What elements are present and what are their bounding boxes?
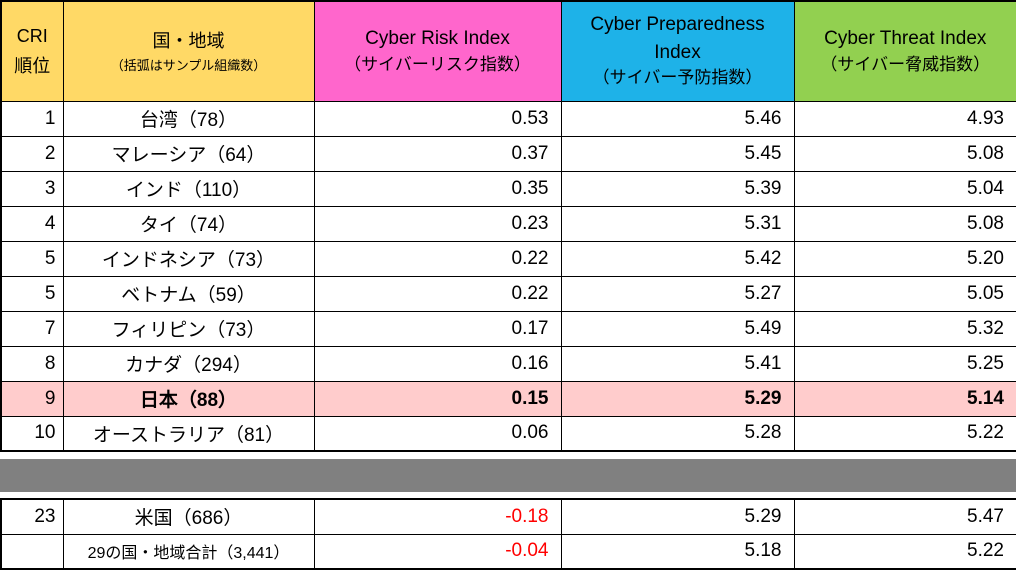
cell-cti: 4.93 <box>793 100 1016 137</box>
main-table: CRI 順位 国・地域 （括弧はサンプル組織数） Cyber Risk Inde… <box>0 0 1016 452</box>
header-region-main: 国・地域 <box>152 31 225 52</box>
header-cri-en: Cyber Risk Index <box>365 28 510 50</box>
cell-cpi: 5.29 <box>560 498 795 535</box>
table-row: 9 日本（88） 0.15 5.29 5.14 <box>0 380 1016 417</box>
cell-cpi: 5.28 <box>560 415 795 452</box>
header-rank-line1: CRI <box>16 25 48 46</box>
cell-rank: 23 <box>0 498 64 535</box>
cell-rank: 1 <box>0 100 64 137</box>
cell-cri: 0.35 <box>313 170 562 207</box>
cell-cpi: 5.46 <box>560 100 795 137</box>
cell-rank: 8 <box>0 345 64 382</box>
cell-rank: 7 <box>0 310 64 347</box>
cell-cpi: 5.18 <box>560 533 795 570</box>
header-rank-line2: 順位 <box>14 56 51 77</box>
cell-region: インド（110） <box>62 170 315 207</box>
cell-rank: 3 <box>0 170 64 207</box>
cell-cti: 5.25 <box>793 345 1016 382</box>
header-region-sub: （括弧はサンプル組織数） <box>110 57 267 73</box>
header-cti-jp: （サイバー脅威指数） <box>820 54 991 74</box>
table-row: 23 米国（686） -0.18 5.29 5.47 <box>0 498 1016 535</box>
cell-region: 29の国・地域合計（3,441） <box>62 533 315 570</box>
cell-region: フィリピン（73） <box>62 310 315 347</box>
cell-cri: 0.37 <box>313 135 562 172</box>
bottom-table: 23 米国（686） -0.18 5.29 5.47 29の国・地域合計（3,441） -0… <box>0 498 1016 570</box>
cell-cti: 5.47 <box>793 498 1016 535</box>
cell-cpi: 5.41 <box>560 345 795 382</box>
cell-region: タイ（74） <box>62 205 315 242</box>
cell-cti: 5.04 <box>793 170 1016 207</box>
separator-band <box>0 459 1016 492</box>
table-row: 4 タイ（74） 0.23 5.31 5.08 <box>0 205 1016 242</box>
cell-rank: 10 <box>0 415 64 452</box>
cell-rank <box>0 533 64 570</box>
table-row: 5 ベトナム（59） 0.22 5.27 5.05 <box>0 275 1016 312</box>
table-row: 7 フィリピン（73） 0.17 5.49 5.32 <box>0 310 1016 347</box>
table-row: 2 マレーシア（64） 0.37 5.45 5.08 <box>0 135 1016 172</box>
cell-region: 台湾（78） <box>62 100 315 137</box>
cell-cri: 0.17 <box>313 310 562 347</box>
cell-cri: 0.53 <box>313 100 562 137</box>
cell-region: オーストラリア（81） <box>62 415 315 452</box>
cell-cti: 5.20 <box>793 240 1016 277</box>
cell-rank: 2 <box>0 135 64 172</box>
column-header-cyber-risk-index: Cyber Risk Index （サイバーリスク指数） <box>313 0 562 102</box>
cell-region: インドネシア（73） <box>62 240 315 277</box>
cell-cpi: 5.45 <box>560 135 795 172</box>
column-header-region: 国・地域 （括弧はサンプル組織数） <box>62 0 315 102</box>
table-row: 1 台湾（78） 0.53 5.46 4.93 <box>0 100 1016 137</box>
header-cpi-jp: （サイバー予防指数） <box>592 68 763 88</box>
header-cpi-en: Cyber Preparedness Index <box>590 14 765 63</box>
cell-rank: 9 <box>0 380 64 417</box>
cell-cpi: 5.42 <box>560 240 795 277</box>
column-header-cyber-preparedness-index: Cyber Preparedness Index （サイバー予防指数） <box>560 0 795 102</box>
cell-cti: 5.32 <box>793 310 1016 347</box>
cell-cri: 0.23 <box>313 205 562 242</box>
cell-cri: -0.18 <box>313 498 562 535</box>
cell-cti: 5.08 <box>793 135 1016 172</box>
cell-rank: 5 <box>0 240 64 277</box>
cell-cti: 5.05 <box>793 275 1016 312</box>
table-row: 5 インドネシア（73） 0.22 5.42 5.20 <box>0 240 1016 277</box>
cell-cpi: 5.29 <box>560 380 795 417</box>
column-header-cyber-threat-index: Cyber Threat Index （サイバー脅威指数） <box>793 0 1016 102</box>
cell-cpi: 5.39 <box>560 170 795 207</box>
cell-cpi: 5.49 <box>560 310 795 347</box>
table-row: 29の国・地域合計（3,441） -0.04 5.18 5.22 <box>0 533 1016 570</box>
cell-cri: 0.06 <box>313 415 562 452</box>
cell-cri: 0.22 <box>313 275 562 312</box>
cell-region: 日本（88） <box>62 380 315 417</box>
cell-cri: 0.15 <box>313 380 562 417</box>
cell-cpi: 5.27 <box>560 275 795 312</box>
cell-cti: 5.08 <box>793 205 1016 242</box>
cell-cti: 5.14 <box>793 380 1016 417</box>
column-header-cri-rank: CRI 順位 <box>0 0 64 102</box>
cell-cri: 0.22 <box>313 240 562 277</box>
cell-cri: -0.04 <box>313 533 562 570</box>
table-row: 10 オーストラリア（81） 0.06 5.28 5.22 <box>0 415 1016 452</box>
cell-rank: 4 <box>0 205 64 242</box>
cell-cri: 0.16 <box>313 345 562 382</box>
cell-cpi: 5.31 <box>560 205 795 242</box>
cell-region: カナダ（294） <box>62 345 315 382</box>
header-cti-en: Cyber Threat Index <box>824 28 987 50</box>
cell-cti: 5.22 <box>793 415 1016 452</box>
table-row: 3 インド（110） 0.35 5.39 5.04 <box>0 170 1016 207</box>
table-row: 8 カナダ（294） 0.16 5.41 5.25 <box>0 345 1016 382</box>
header-cri-jp: （サイバーリスク指数） <box>344 54 531 74</box>
cell-region: 米国（686） <box>62 498 315 535</box>
cell-region: ベトナム（59） <box>62 275 315 312</box>
cell-rank: 5 <box>0 275 64 312</box>
header-row: CRI 順位 国・地域 （括弧はサンプル組織数） Cyber Risk Inde… <box>0 0 1016 102</box>
cell-region: マレーシア（64） <box>62 135 315 172</box>
cell-cti: 5.22 <box>793 533 1016 570</box>
